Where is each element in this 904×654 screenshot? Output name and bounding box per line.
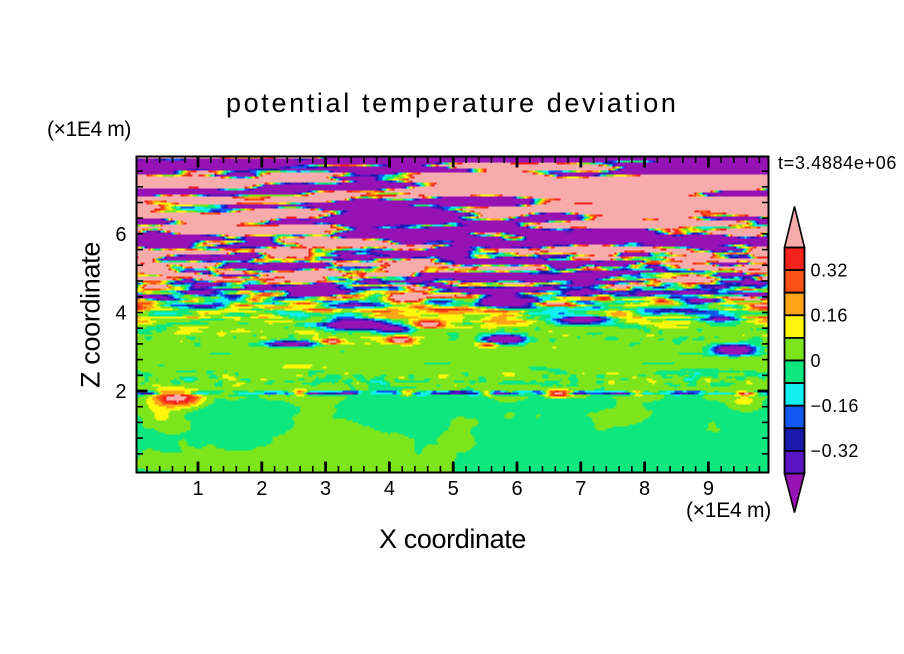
svg-text:0.32: 0.32 bbox=[811, 260, 848, 280]
svg-text:8: 8 bbox=[639, 478, 650, 500]
svg-text:6: 6 bbox=[511, 478, 522, 500]
svg-text:3: 3 bbox=[320, 478, 331, 500]
svg-text:2: 2 bbox=[256, 478, 267, 500]
svg-text:−0.16: −0.16 bbox=[811, 396, 860, 416]
svg-text:0.16: 0.16 bbox=[811, 306, 848, 326]
svg-text:7: 7 bbox=[575, 478, 586, 500]
svg-text:4: 4 bbox=[115, 303, 126, 325]
svg-text:5: 5 bbox=[448, 478, 459, 500]
svg-text:0: 0 bbox=[811, 351, 822, 371]
svg-text:1: 1 bbox=[192, 478, 203, 500]
svg-text:9: 9 bbox=[703, 478, 714, 500]
svg-text:6: 6 bbox=[115, 224, 126, 246]
svg-text:−0.32: −0.32 bbox=[811, 441, 860, 461]
svg-text:2: 2 bbox=[115, 381, 126, 403]
svg-text:4: 4 bbox=[384, 478, 395, 500]
